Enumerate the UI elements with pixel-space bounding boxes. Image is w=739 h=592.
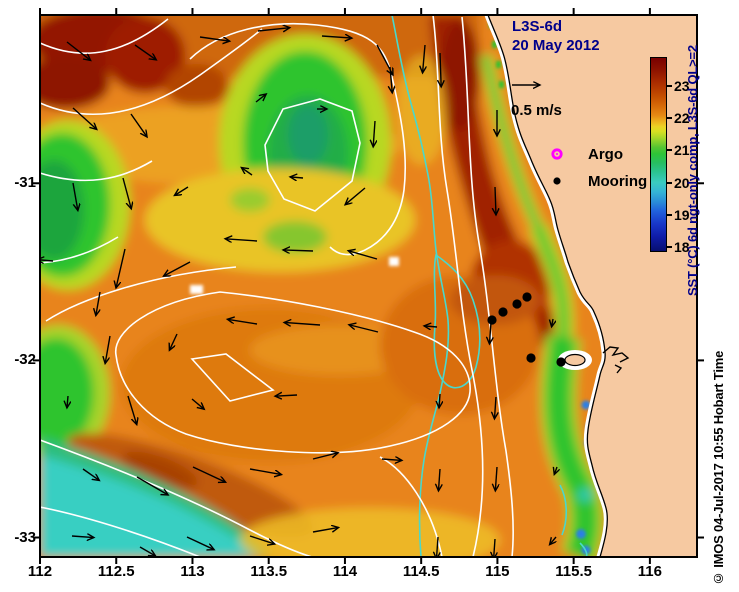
colorbar-tick-label: 22 [674, 110, 690, 127]
colorbar-tick-label: 20 [674, 174, 690, 191]
y-tick-label: -32 [14, 351, 36, 369]
title-product: L3S-6d [512, 18, 563, 35]
colorbar [650, 57, 667, 252]
y-tick-label: -33 [14, 528, 36, 546]
colorbar-tick [667, 149, 672, 152]
x-tick-label: 115.5 [555, 563, 592, 580]
y-tick-label: -31 [14, 174, 36, 192]
current-arrow [439, 393, 440, 408]
x-tick-label: 116 [637, 563, 662, 580]
colorbar-tick [667, 117, 672, 120]
legend-mooring-label: Mooring [588, 173, 648, 190]
colorbar-tick-label: 19 [674, 206, 690, 223]
colorbar-tick [667, 181, 672, 184]
mooring-dot [487, 315, 497, 325]
mooring-dot [512, 299, 522, 309]
mooring-marker-icon [553, 177, 561, 185]
x-tick-label: 112.5 [97, 563, 135, 580]
colorbar-tick-label: 18 [674, 239, 690, 256]
x-tick-label: 113.5 [250, 563, 288, 580]
title-date: 20 May 2012 [512, 37, 600, 54]
x-tick-label: 114 [332, 563, 358, 580]
mooring-dot [498, 307, 508, 317]
map-canvas [40, 15, 697, 557]
colorbar-tick-label: 23 [674, 78, 690, 94]
x-tick-label: 114.5 [402, 563, 440, 580]
argo-marker-dot [556, 153, 558, 155]
colorbar-tick [667, 246, 672, 249]
mooring-dot [522, 292, 532, 302]
mooring-dot [556, 357, 566, 367]
map-title: L3S-6d 20 May 2012 [512, 17, 600, 55]
x-tick-label: 112 [27, 563, 53, 580]
colorbar-tick-label: 21 [674, 142, 690, 159]
mooring-dot [526, 353, 536, 363]
colorbar-tick [667, 213, 672, 216]
legend-argo-label: Argo [588, 146, 623, 163]
rottnest-island [564, 353, 586, 367]
velocity-scale-label: 0.5 m/s [511, 102, 562, 119]
colorbar-tick [667, 85, 672, 87]
current-arrow [495, 186, 496, 215]
x-tick-label: 113 [180, 563, 205, 580]
colorbar-title: SST (°C) 6d ngt-only comp, L3S-6d QL>=2 [685, 45, 700, 296]
x-tick-label: 115 [485, 563, 510, 580]
credit-text: © IMOS 04-Jul-2017 10:55 Hobart Time [711, 350, 726, 586]
